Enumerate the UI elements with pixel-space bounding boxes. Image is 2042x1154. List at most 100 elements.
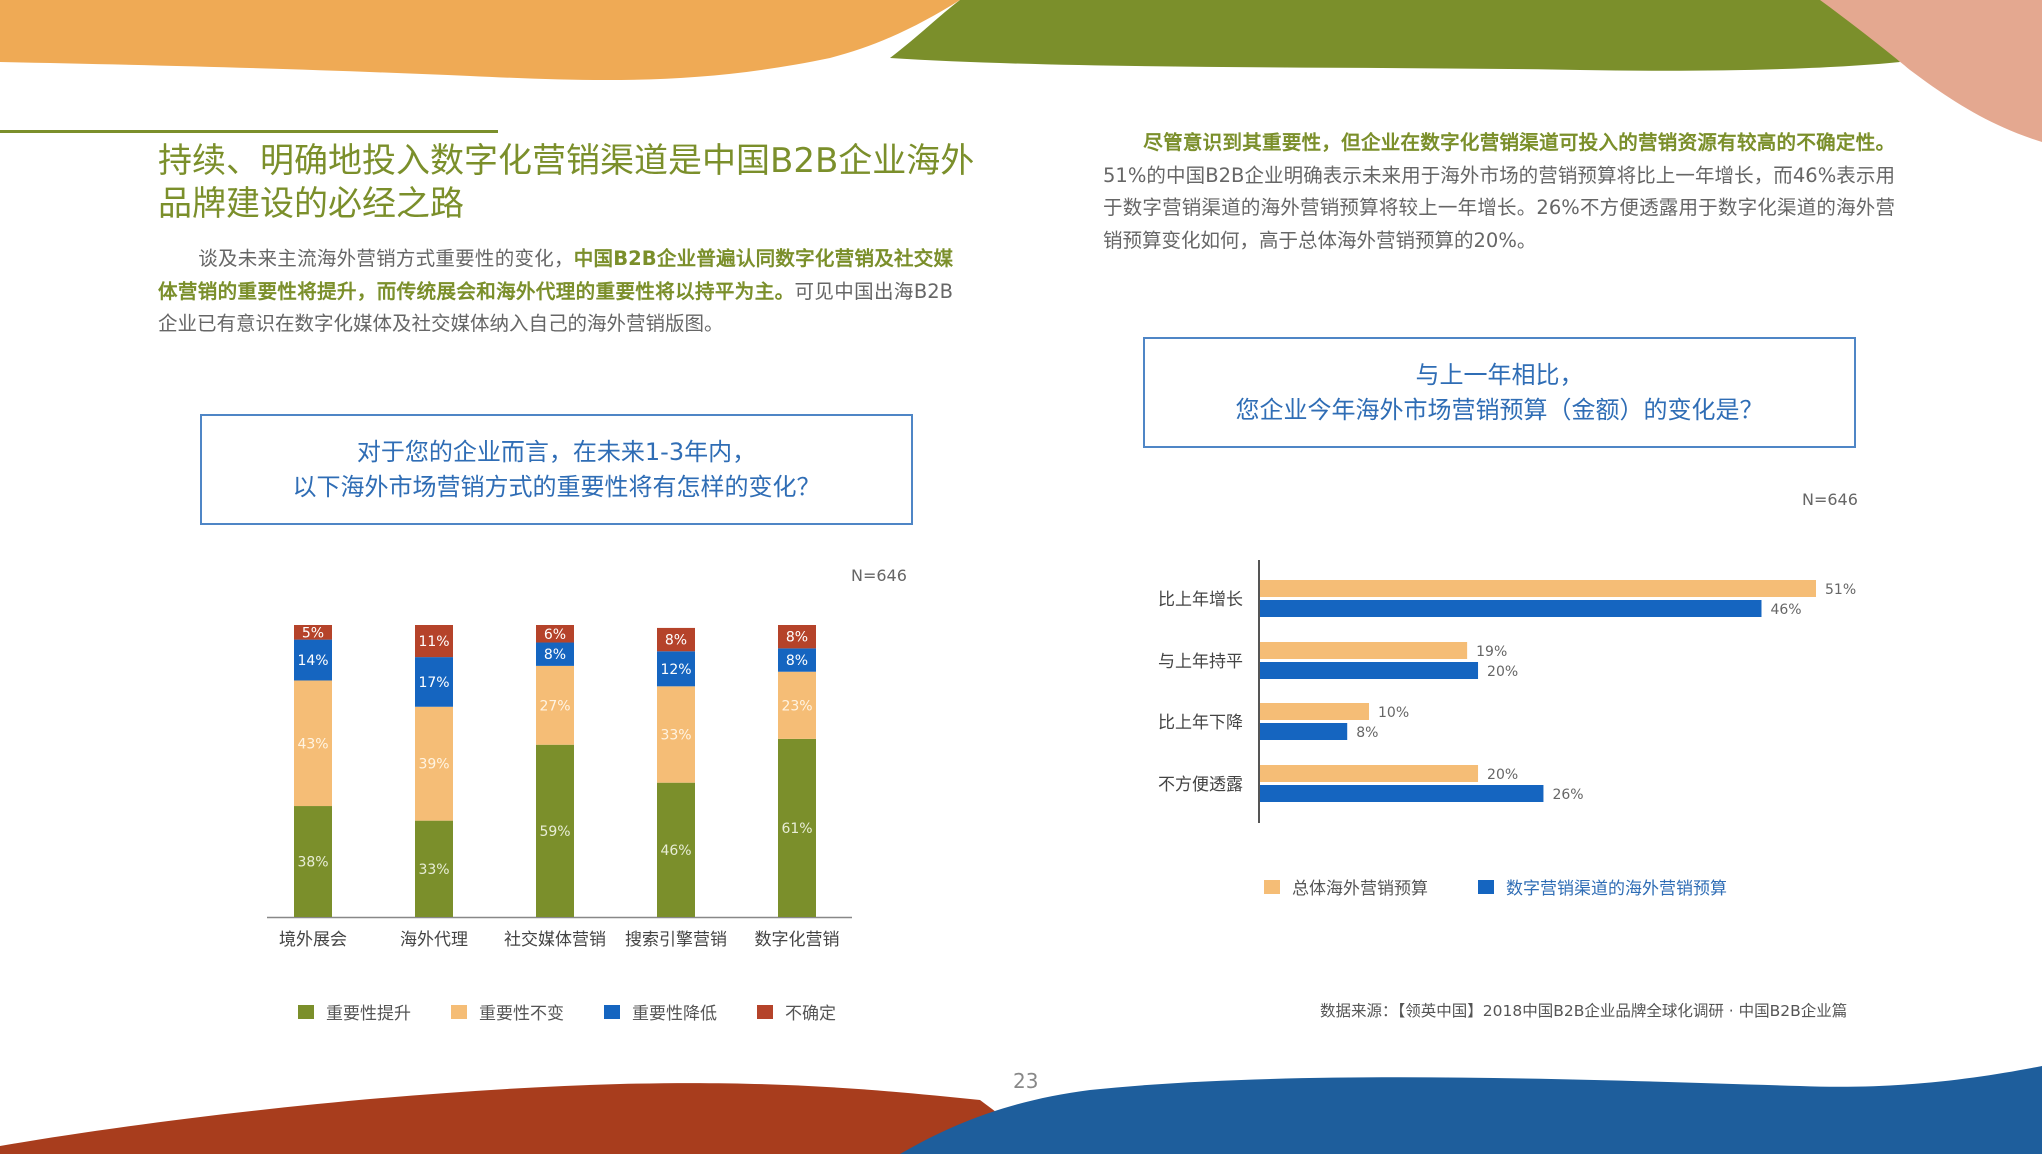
data-label: 51%	[1825, 582, 1856, 598]
bar	[1260, 600, 1762, 617]
left-question-line1: 对于您的企业而言，在未来1-3年内，	[356, 437, 757, 466]
stack-segment	[778, 671, 816, 739]
legend-item-total-budget: 总体海外营销预算	[1264, 874, 1428, 899]
left-question-box: 对于您的企业而言，在未来1-3年内， 以下海外市场营销方式的重要性将有怎样的变化…	[200, 414, 913, 525]
data-label: 8%	[786, 630, 808, 646]
stack-segment	[657, 782, 695, 917]
top-pink-wave	[1820, 0, 2042, 142]
left-paragraph-bold: 中国B2B企业普遍认同数字化营销及社交媒体营销的重要性将提升，而传统展会和海外代…	[158, 247, 953, 303]
legend-swatch	[604, 1004, 620, 1019]
legend-label: 不确定	[785, 1004, 836, 1024]
left-chart-n-label: N=646	[851, 566, 907, 585]
stack-segment	[415, 706, 453, 821]
stack-segment	[536, 625, 574, 643]
data-label: 8%	[544, 647, 566, 663]
legend-label: 数字营销渠道的海外营销预算	[1506, 879, 1727, 899]
data-label: 27%	[539, 698, 570, 714]
data-label: 19%	[1476, 644, 1507, 660]
right-chart-legend: 总体海外营销预算 数字营销渠道的海外营销预算	[1264, 874, 1727, 899]
data-label: 20%	[1487, 664, 1518, 680]
legend-swatch	[757, 1004, 773, 1019]
legend-label: 重要性提升	[326, 1004, 411, 1024]
legend-swatch	[1264, 879, 1280, 894]
category-label: 与上年持平	[1158, 652, 1243, 672]
left-paragraph-lead: 谈及未来主流海外营销方式重要性的变化，	[198, 247, 574, 270]
category-label: 比上年下降	[1158, 713, 1243, 733]
left-question-line2: 以下海外市场营销方式的重要性将有怎样的变化？	[292, 472, 821, 501]
category-label: 不方便透露	[1158, 775, 1243, 795]
stack-segment	[657, 686, 695, 783]
right-chart-n-label: N=646	[1802, 490, 1858, 509]
top-orange-wave	[0, 0, 960, 81]
stack-segment	[536, 642, 574, 666]
data-label: 20%	[1487, 767, 1518, 783]
data-label: 46%	[660, 843, 691, 859]
category-label: 数字化营销	[755, 930, 840, 950]
bar	[1260, 580, 1816, 597]
stack-segment	[657, 651, 695, 687]
right-paragraph-bold: 尽管意识到其重要性，但企业在数字化营销渠道可投入的营销资源有较高的不确定性。	[1143, 131, 1895, 154]
stack-segment	[536, 744, 574, 917]
stack-segment	[294, 639, 332, 681]
legend-label: 重要性不变	[479, 1004, 564, 1024]
stack-segment	[415, 820, 453, 917]
stack-segment	[536, 665, 574, 745]
data-label: 5%	[302, 625, 324, 641]
data-label: 8%	[786, 653, 808, 669]
category-label: 海外代理	[400, 930, 468, 950]
data-label: 12%	[660, 662, 691, 678]
data-label: 59%	[539, 824, 570, 840]
left-paragraph: 谈及未来主流海外营销方式重要性的变化，中国B2B企业普遍认同数字化营销及社交媒体…	[158, 243, 953, 341]
category-label: 社交媒体营销	[504, 930, 606, 950]
legend-swatch	[298, 1004, 314, 1019]
bottom-red-wave	[0, 1083, 1050, 1154]
bar	[1260, 642, 1468, 659]
legend-item-decrease: 重要性降低	[604, 999, 717, 1024]
bar	[1260, 765, 1479, 782]
left-chart-legend: 重要性提升 重要性不变 重要性降低 不确定	[298, 999, 836, 1024]
stack-segment	[294, 680, 332, 807]
data-label: 17%	[418, 675, 449, 691]
data-label: 38%	[297, 855, 328, 871]
data-label: 61%	[781, 821, 812, 837]
legend-swatch	[451, 1004, 467, 1019]
bar	[1260, 785, 1544, 802]
legend-swatch	[1478, 879, 1494, 894]
right-paragraph: 尽管意识到其重要性，但企业在数字化营销渠道可投入的营销资源有较高的不确定性。 51…	[1103, 127, 1895, 257]
data-label: 43%	[297, 736, 328, 752]
title-accent-rule	[0, 130, 498, 133]
legend-item-unchanged: 重要性不变	[451, 999, 564, 1024]
data-label: 46%	[1770, 602, 1801, 618]
stack-segment	[415, 625, 453, 658]
legend-item-uncertain: 不确定	[757, 999, 836, 1024]
category-label: 比上年增长	[1158, 590, 1243, 610]
legend-label: 重要性降低	[632, 1004, 717, 1024]
data-source: 数据来源：【领英中国】2018中国B2B企业品牌全球化调研 · 中国B2B企业篇	[1320, 1002, 1848, 1020]
stack-segment	[657, 627, 695, 652]
right-question-box: 与上一年相比， 您企业今年海外市场营销预算（金额）的变化是？	[1143, 337, 1856, 448]
stack-segment	[415, 657, 453, 707]
data-label: 39%	[418, 757, 449, 773]
category-label: 搜索引擎营销	[625, 930, 727, 950]
stack-segment	[778, 625, 816, 649]
data-label: 14%	[297, 653, 328, 669]
data-label: 23%	[781, 698, 812, 714]
legend-item-digital-budget: 数字营销渠道的海外营销预算	[1478, 874, 1727, 899]
bar	[1260, 703, 1370, 720]
data-label: 11%	[418, 634, 449, 650]
right-paragraph-rest: 51%的中国B2B企业明确表示未来用于海外市场的营销预算将比上一年增长，而46%…	[1103, 163, 1895, 252]
legend-label: 总体海外营销预算	[1292, 879, 1428, 899]
top-green-wave	[890, 0, 1900, 71]
section-title: 持续、明确地投入数字化营销渠道是中国B2B企业海外品牌建设的必经之路	[158, 141, 975, 224]
bar	[1260, 662, 1479, 679]
stack-segment	[778, 648, 816, 672]
data-label: 6%	[544, 627, 566, 643]
stack-segment	[294, 806, 332, 917]
data-label: 8%	[665, 633, 687, 649]
right-question-line2: 您企业今年海外市场营销预算（金额）的变化是？	[1235, 395, 1764, 424]
data-label: 33%	[418, 862, 449, 878]
data-label: 26%	[1552, 787, 1583, 803]
